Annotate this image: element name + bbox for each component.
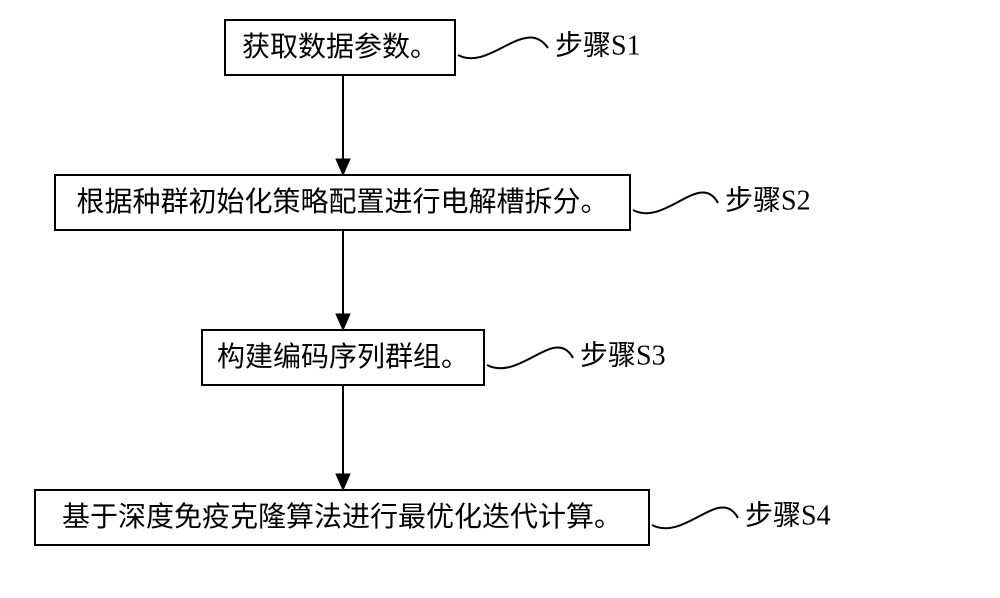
arrow-head-1 [336,314,350,330]
step-connector-s4 [652,508,738,529]
step-text-s3: 构建编码序列群组。 [217,341,469,373]
step-text-s1: 获取数据参数。 [242,31,438,63]
step-label-s2: 步骤S2 [725,185,811,216]
step-label-s4: 步骤S4 [745,500,831,531]
step-connector-s3 [487,348,573,369]
arrow-head-2 [336,474,350,490]
step-label-s1: 步骤S1 [555,30,641,61]
arrow-head-0 [336,159,350,175]
step-label-s3: 步骤S3 [580,340,666,371]
step-text-s4: 基于深度免疫克隆算法进行最优化迭代计算。 [62,501,622,533]
step-connector-s2 [633,193,718,214]
step-connector-s1 [458,38,548,59]
flowchart-canvas: 获取数据参数。 步骤S1 根据种群初始化策略配置进行电解槽拆分。 步骤S2 构建编码序列… [0,0,1000,598]
step-text-s2: 根据种群初始化策略配置进行电解槽拆分。 [76,186,608,218]
